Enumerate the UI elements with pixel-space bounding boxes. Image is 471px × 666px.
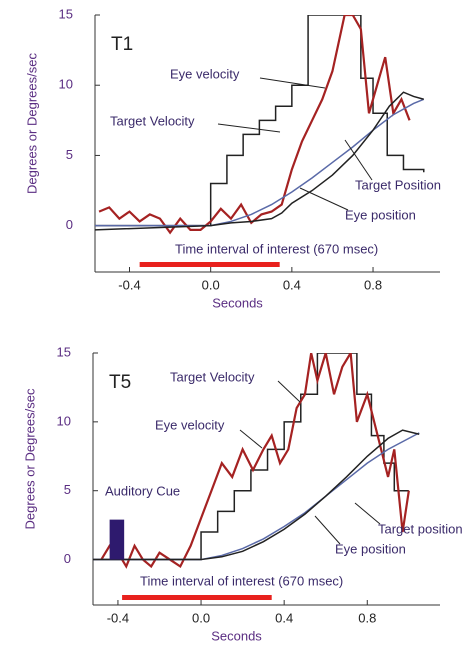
annotation-leader bbox=[277, 380, 301, 403]
cue-bar bbox=[109, 519, 125, 560]
annotation: Target Velocity bbox=[170, 369, 255, 384]
x-tick-label: 0.4 bbox=[275, 610, 293, 625]
x-tick-label: 0.0 bbox=[202, 277, 220, 292]
y-tick-label: 10 bbox=[59, 77, 73, 92]
series-line bbox=[93, 429, 420, 561]
series-line bbox=[93, 353, 409, 561]
annotation: Target Position bbox=[355, 177, 441, 192]
annotation-leader bbox=[344, 139, 373, 181]
panel: 0 5 10 15 -0.4 0.0 0.4 0.8 Seconds Degrees or Deg… bbox=[24, 6, 441, 310]
annotation-leader bbox=[354, 502, 381, 525]
x-tick-label: -0.4 bbox=[107, 610, 129, 625]
annotation-leader bbox=[299, 187, 349, 211]
annotation: Target Velocity bbox=[110, 113, 195, 128]
y-tick-label: 0 bbox=[66, 217, 73, 232]
y-tick-label: 10 bbox=[57, 413, 71, 428]
y-tick-label: 5 bbox=[64, 482, 71, 497]
annotation: Time interval of interest (670 msec) bbox=[140, 573, 343, 588]
x-axis-label: Seconds bbox=[211, 628, 262, 643]
y-tick-label: 5 bbox=[66, 147, 73, 162]
series-line bbox=[95, 91, 424, 231]
panel-title: T5 bbox=[109, 372, 131, 393]
y-axis-label: Degrees or Degrees/sec bbox=[24, 53, 39, 194]
x-tick-label: -0.4 bbox=[118, 277, 140, 292]
annotation-leader bbox=[314, 515, 341, 545]
series-line bbox=[95, 98, 425, 227]
annotation: Target position bbox=[378, 521, 463, 536]
series-line bbox=[98, 15, 411, 235]
y-axis-label: Degrees or Degrees/sec bbox=[22, 388, 37, 529]
x-tick-label: 0.8 bbox=[358, 610, 376, 625]
annotation-leader bbox=[259, 77, 326, 89]
interval-bar bbox=[139, 262, 280, 267]
x-axis-label: Seconds bbox=[212, 295, 263, 310]
series-line bbox=[95, 15, 425, 227]
annotation: Auditory Cue bbox=[105, 483, 180, 498]
annotation: Eye position bbox=[335, 541, 406, 556]
panel: 0 5 10 15 -0.4 0.0 0.4 0.8 Seconds Degrees or Deg… bbox=[22, 344, 462, 643]
y-tick-label: 0 bbox=[64, 551, 71, 566]
x-tick-label: 0.8 bbox=[364, 277, 382, 292]
annotation-leader bbox=[239, 429, 263, 449]
annotation-leader bbox=[217, 123, 281, 133]
x-tick-label: 0.4 bbox=[283, 277, 301, 292]
panel-title: T1 bbox=[111, 34, 133, 55]
annotation: Eye velocity bbox=[155, 417, 225, 432]
x-tick-label: 0.0 bbox=[192, 610, 210, 625]
y-tick-label: 15 bbox=[59, 6, 73, 21]
y-tick-label: 15 bbox=[57, 344, 71, 359]
interval-bar bbox=[122, 595, 272, 600]
annotation: Time interval of interest (670 msec) bbox=[175, 241, 378, 256]
series-line bbox=[100, 353, 410, 569]
annotation: Eye position bbox=[345, 207, 416, 222]
series-line bbox=[93, 432, 420, 561]
annotation: Eye velocity bbox=[170, 66, 240, 81]
